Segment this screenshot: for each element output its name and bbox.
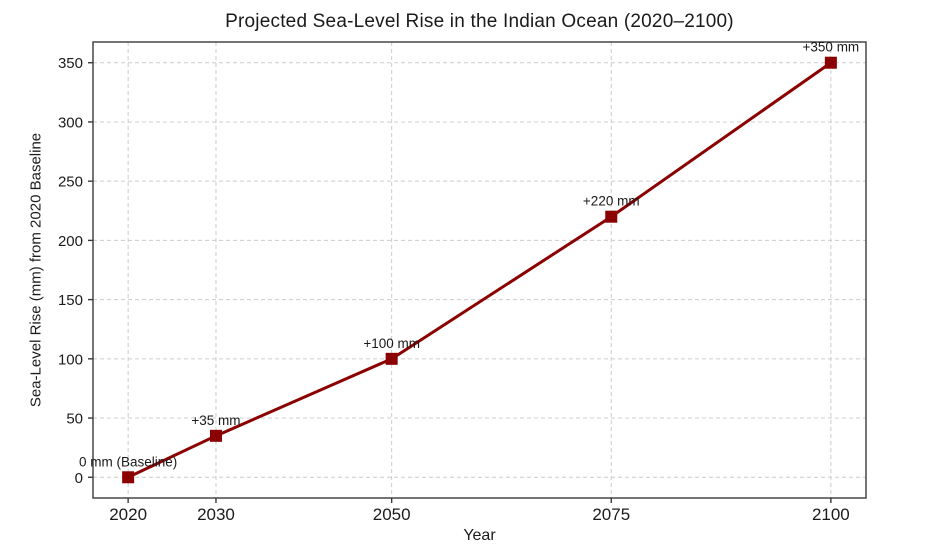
chart-title: Projected Sea-Level Rise in the Indian O… bbox=[225, 11, 734, 32]
y-tick-label: 300 bbox=[58, 114, 83, 131]
x-tick-label: 2100 bbox=[812, 505, 850, 524]
point-annotation: +350 mm bbox=[803, 40, 860, 55]
point-annotation: +35 mm bbox=[191, 413, 240, 428]
y-tick-label: 150 bbox=[58, 292, 83, 309]
plot-border bbox=[92, 41, 867, 499]
x-tick-label: 2030 bbox=[197, 505, 235, 524]
data-point-marker bbox=[385, 352, 398, 365]
y-tick-label: 100 bbox=[58, 351, 83, 368]
point-annotation: 0 mm (Baseline) bbox=[79, 454, 177, 469]
y-tick-label: 0 bbox=[75, 470, 83, 487]
x-tick-label: 2075 bbox=[592, 505, 630, 524]
x-axis-label: Year bbox=[463, 527, 496, 544]
data-point-marker bbox=[824, 56, 837, 69]
point-annotation: +220 mm bbox=[583, 194, 640, 209]
y-tick-label: 50 bbox=[66, 411, 83, 428]
x-tick-label: 2050 bbox=[373, 505, 411, 524]
y-tick-label: 250 bbox=[58, 174, 83, 191]
data-point-marker bbox=[605, 210, 618, 223]
y-tick-label: 200 bbox=[58, 233, 83, 250]
data-point-marker bbox=[122, 471, 135, 484]
data-point-marker bbox=[209, 429, 222, 442]
point-annotation: +100 mm bbox=[363, 336, 420, 351]
x-tick-label: 2020 bbox=[109, 505, 147, 524]
y-tick-label: 350 bbox=[58, 55, 83, 72]
